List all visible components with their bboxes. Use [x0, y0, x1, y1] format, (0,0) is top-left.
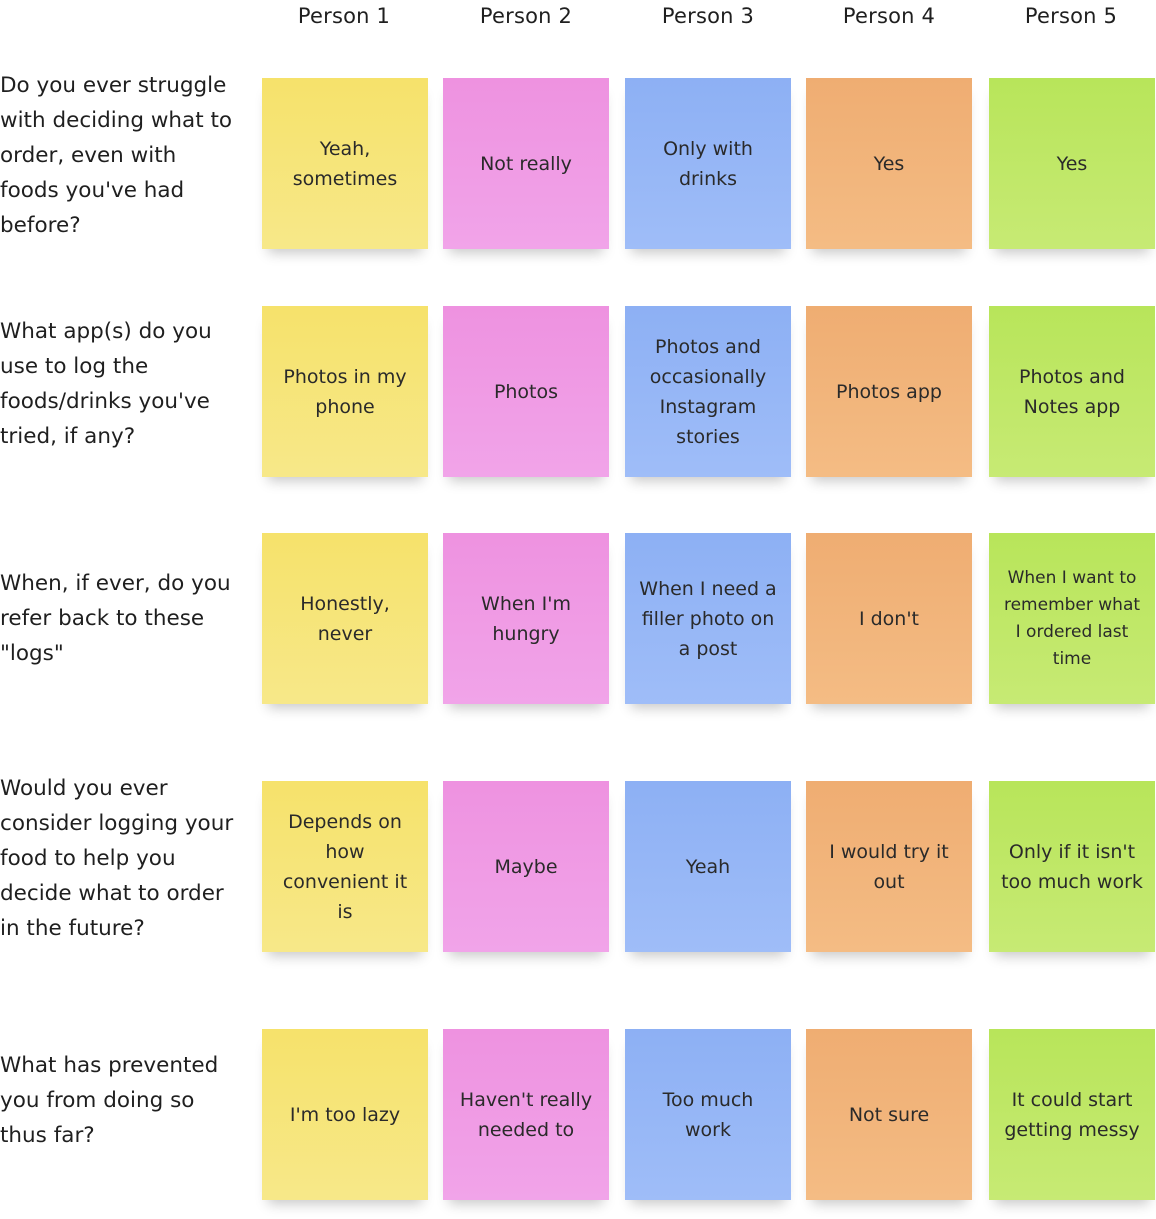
sticky-note[interactable]: When I need a filler photo on a post [625, 533, 791, 704]
sticky-note[interactable]: Photos and occasionally Instagram storie… [625, 306, 791, 477]
sticky-note[interactable]: Depends on how convenient it is [262, 781, 428, 952]
question-3: When, if ever, do you refer back to thes… [0, 571, 231, 666]
sticky-note[interactable]: When I'm hungry [443, 533, 609, 704]
sticky-note[interactable]: I don't [806, 533, 972, 704]
sticky-note[interactable]: Maybe [443, 781, 609, 952]
sticky-note[interactable]: I'm too lazy [262, 1029, 428, 1200]
question-2: What app(s) do you use to log the foods/… [0, 319, 212, 449]
sticky-note[interactable]: Haven't really needed to [443, 1029, 609, 1200]
sticky-note[interactable]: Photos [443, 306, 609, 477]
sticky-note[interactable]: Photos and Notes app [989, 306, 1155, 477]
sticky-note[interactable]: Photos app [806, 306, 972, 477]
question-4: Would you ever consider logging your foo… [0, 776, 234, 941]
sticky-note[interactable]: Yes [806, 78, 972, 249]
column-header-person-5: Person 5 [1024, 4, 1118, 28]
column-header-person-1: Person 1 [297, 4, 391, 28]
column-header-person-4: Person 4 [842, 4, 936, 28]
sticky-note[interactable]: Only if it isn't too much work [989, 781, 1155, 952]
sticky-note[interactable]: It could start getting messy [989, 1029, 1155, 1200]
sticky-note[interactable]: Only with drinks [625, 78, 791, 249]
sticky-note[interactable]: Not really [443, 78, 609, 249]
sticky-note[interactable]: Honestly, never [262, 533, 428, 704]
sticky-note[interactable]: Too much work [625, 1029, 791, 1200]
column-header-person-2: Person 2 [479, 4, 573, 28]
sticky-note[interactable]: Yeah [625, 781, 791, 952]
question-1: Do you ever struggle with deciding what … [0, 73, 233, 238]
sticky-note[interactable]: When I want to remember what I ordered l… [989, 533, 1155, 704]
sticky-note[interactable]: Not sure [806, 1029, 972, 1200]
sticky-note[interactable]: Yeah, sometimes [262, 78, 428, 249]
sticky-note[interactable]: Photos in my phone [262, 306, 428, 477]
column-header-person-3: Person 3 [661, 4, 755, 28]
sticky-note[interactable]: Yes [989, 78, 1155, 249]
question-5: What has prevented you from doing so thu… [0, 1053, 219, 1148]
sticky-note[interactable]: I would try it out [806, 781, 972, 952]
